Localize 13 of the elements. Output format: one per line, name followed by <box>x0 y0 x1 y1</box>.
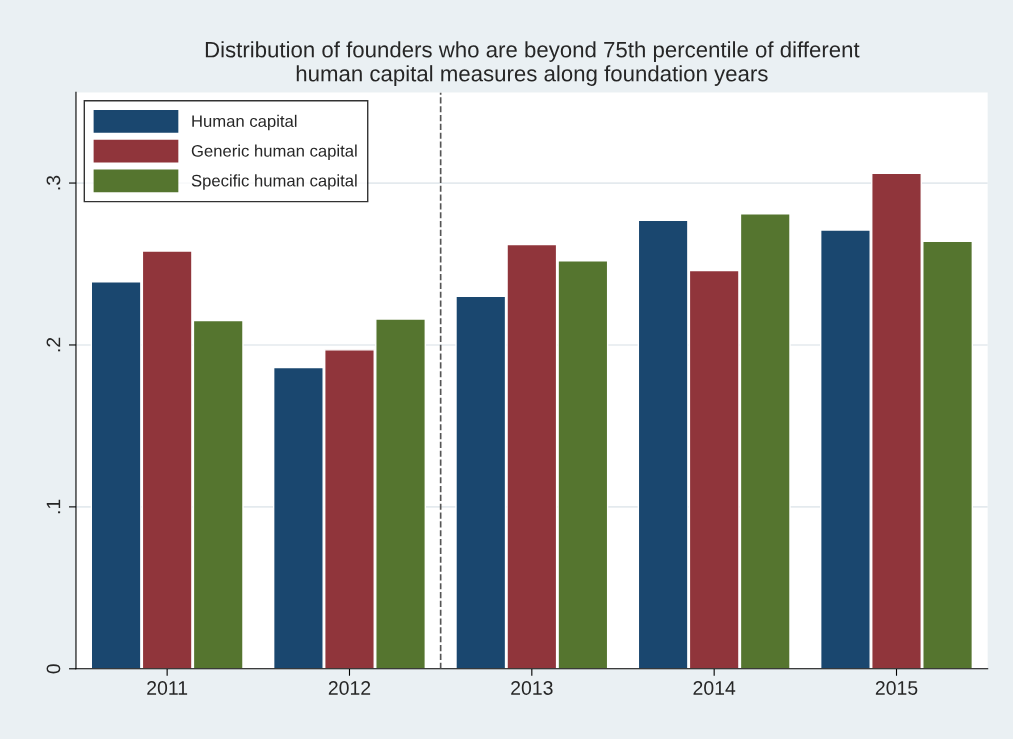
legend-label: Generic human capital <box>191 144 357 161</box>
y-tick-label: .2 <box>46 337 61 352</box>
y-tick-label: .1 <box>46 499 61 514</box>
x-tick-label: 2014 <box>693 681 736 695</box>
x-tick-label: 2015 <box>875 681 918 695</box>
legend-label: Human capital <box>192 114 297 131</box>
y-tick-label: 0 <box>46 664 61 674</box>
x-tick-label: 2011 <box>147 681 188 695</box>
chart-title: Distribution of founders who are beyond 75th percentile of different human capital measures along foundation years <box>205 41 860 86</box>
x-tick-label: 2013 <box>511 681 553 695</box>
y-tick-label: .3 <box>46 175 61 190</box>
legend-label: Specific human capital <box>191 174 357 190</box>
x-tick-label: 2012 <box>328 681 371 695</box>
